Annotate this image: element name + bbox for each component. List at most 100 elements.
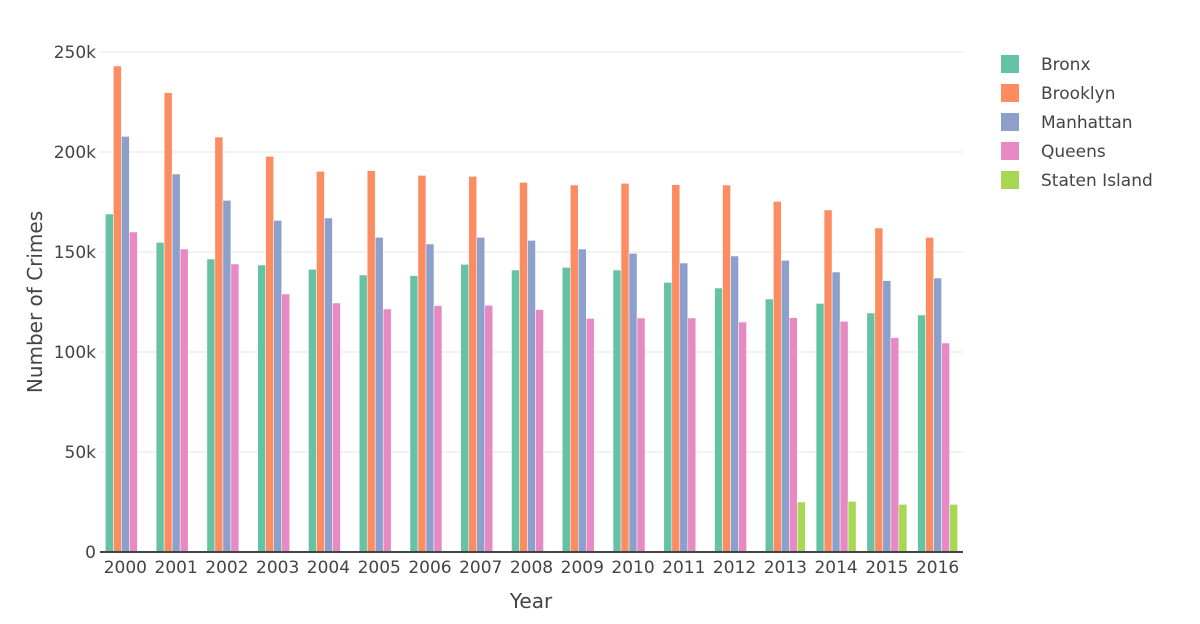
bar-brooklyn[interactable]	[570, 184, 579, 553]
y-tick-label: 0	[85, 543, 96, 563]
bar-brooklyn[interactable]	[823, 209, 833, 553]
bar-group-2007	[460, 176, 493, 553]
x-tick-label: 2001	[155, 558, 198, 578]
bar-manhattan[interactable]	[222, 200, 232, 553]
bar-manhattan[interactable]	[374, 237, 384, 553]
bar-manhattan[interactable]	[324, 217, 333, 553]
bar-queens[interactable]	[484, 305, 493, 553]
bar-brooklyn[interactable]	[316, 171, 325, 553]
bar-queens[interactable]	[382, 308, 392, 553]
legend-item-brooklyn[interactable]: Brooklyn	[1001, 84, 1115, 104]
bar-brooklyn[interactable]	[722, 184, 731, 553]
bar-staten-island[interactable]	[949, 504, 958, 553]
bar-manhattan[interactable]	[121, 136, 130, 553]
x-axis-ticks: 2000 2001 2002 2003 2004 2005 2006 2007 2008 2009…	[104, 558, 960, 578]
bar-manhattan[interactable]	[882, 280, 892, 553]
x-tick-label: 2008	[510, 558, 553, 578]
bar-group-2013	[765, 201, 806, 553]
bar-brooklyn[interactable]	[265, 156, 274, 553]
bar-brooklyn[interactable]	[874, 227, 884, 553]
bar-brooklyn[interactable]	[620, 183, 630, 553]
bar-manhattan[interactable]	[831, 271, 841, 553]
y-tick-label: 100k	[54, 343, 96, 363]
bar-staten-island[interactable]	[797, 501, 806, 553]
bar-queens[interactable]	[586, 318, 595, 553]
x-tick-label: 2010	[611, 558, 654, 578]
bar-queens[interactable]	[636, 317, 646, 553]
bar-manhattan[interactable]	[578, 248, 587, 553]
bar-bronx[interactable]	[765, 298, 774, 553]
x-tick-label: 2004	[307, 558, 350, 578]
bar-brooklyn[interactable]	[671, 184, 681, 553]
legend-swatch	[1001, 113, 1019, 131]
bar-manhattan[interactable]	[628, 253, 638, 553]
legend-item-bronx[interactable]: Bronx	[1001, 55, 1091, 75]
bar-queens[interactable]	[281, 293, 290, 553]
bar-bronx[interactable]	[815, 303, 825, 553]
legend-item-manhattan[interactable]: Manhattan	[1001, 113, 1133, 133]
bar-manhattan[interactable]	[730, 255, 739, 553]
bar-bronx[interactable]	[511, 269, 520, 553]
bar-bronx[interactable]	[460, 264, 469, 553]
x-tick-label: 2002	[205, 558, 248, 578]
bar-staten-island[interactable]	[847, 501, 857, 553]
y-tick-label: 250k	[54, 43, 96, 63]
bar-queens[interactable]	[738, 321, 747, 553]
bar-brooklyn[interactable]	[925, 237, 934, 553]
bar-brooklyn[interactable]	[773, 201, 782, 553]
bar-bronx[interactable]	[714, 287, 723, 553]
bar-queens[interactable]	[890, 337, 900, 553]
bar-manhattan[interactable]	[476, 237, 485, 553]
bar-brooklyn[interactable]	[468, 176, 477, 553]
bar-staten-island[interactable]	[898, 504, 908, 553]
legend-item-queens[interactable]: Queens	[1001, 142, 1106, 162]
bar-manhattan[interactable]	[933, 277, 942, 553]
bar-manhattan[interactable]	[425, 243, 435, 553]
bar-brooklyn[interactable]	[519, 182, 528, 553]
bar-bronx[interactable]	[308, 269, 317, 553]
bar-queens[interactable]	[129, 231, 138, 553]
bar-group-2006	[409, 175, 443, 553]
bar-queens[interactable]	[789, 317, 798, 553]
bar-bronx[interactable]	[105, 213, 114, 553]
x-tick-label: 2005	[358, 558, 401, 578]
bar-bronx[interactable]	[358, 274, 368, 553]
bar-brooklyn[interactable]	[417, 175, 427, 553]
bar-group-2001	[155, 92, 189, 553]
bar-manhattan[interactable]	[679, 262, 689, 553]
bar-queens[interactable]	[839, 321, 849, 553]
bar-bronx[interactable]	[409, 275, 419, 553]
bar-brooklyn[interactable]	[214, 136, 224, 553]
bar-queens[interactable]	[941, 342, 950, 553]
bar-bronx[interactable]	[562, 267, 571, 553]
bar-brooklyn[interactable]	[113, 65, 122, 553]
bar-bronx[interactable]	[257, 264, 266, 553]
legend-item-staten-island[interactable]: Staten Island	[1001, 171, 1153, 191]
bar-group-2015	[866, 227, 908, 553]
bar-queens[interactable]	[687, 317, 697, 553]
bar-manhattan[interactable]	[527, 240, 536, 553]
bar-queens[interactable]	[535, 309, 544, 553]
bar-brooklyn[interactable]	[366, 170, 376, 553]
bar-bronx[interactable]	[917, 314, 926, 553]
bar-manhattan[interactable]	[273, 220, 282, 553]
bar-queens[interactable]	[230, 263, 240, 553]
bar-manhattan[interactable]	[171, 173, 181, 553]
bar-bronx[interactable]	[155, 242, 165, 553]
x-tick-label: 2000	[104, 558, 147, 578]
bar-bronx[interactable]	[663, 282, 673, 553]
legend: Bronx Brooklyn Manhattan Queens Staten Islan…	[1001, 55, 1153, 191]
bar-queens[interactable]	[433, 305, 443, 553]
bar-queens[interactable]	[332, 302, 341, 553]
bar-bronx[interactable]	[206, 258, 216, 553]
y-axis-ticks: 0 50k 100k 150k 200k 250k	[54, 43, 96, 563]
bar-queens[interactable]	[179, 248, 189, 553]
bar-brooklyn[interactable]	[163, 92, 173, 553]
bar-bronx[interactable]	[866, 312, 876, 553]
bar-manhattan[interactable]	[781, 260, 790, 553]
bar-group-2010	[612, 183, 646, 553]
y-tick-label: 200k	[54, 143, 96, 163]
bar-bronx[interactable]	[612, 269, 622, 553]
legend-swatch	[1001, 171, 1019, 189]
